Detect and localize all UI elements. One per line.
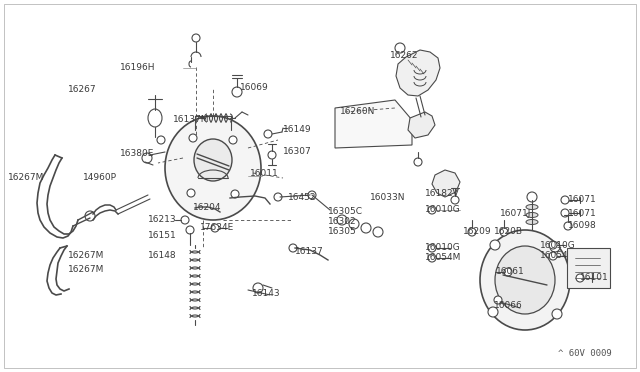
Circle shape	[490, 240, 500, 250]
Circle shape	[504, 268, 512, 276]
Text: 16071: 16071	[568, 196, 596, 205]
Circle shape	[428, 244, 436, 252]
Circle shape	[428, 206, 436, 214]
Text: 16267M: 16267M	[8, 173, 44, 183]
Text: 16305C: 16305C	[328, 208, 363, 217]
Circle shape	[232, 87, 242, 97]
Circle shape	[552, 309, 562, 319]
Text: 16071J: 16071J	[500, 208, 531, 218]
Text: 16267M: 16267M	[68, 250, 104, 260]
Text: 16137M: 16137M	[173, 115, 209, 125]
Circle shape	[414, 158, 422, 166]
Ellipse shape	[148, 109, 162, 127]
Text: 16204: 16204	[193, 203, 221, 212]
Text: 1620B: 1620B	[494, 228, 523, 237]
Ellipse shape	[165, 116, 261, 220]
Circle shape	[494, 296, 502, 304]
Text: 16098: 16098	[568, 221, 596, 231]
Text: 16209: 16209	[463, 228, 492, 237]
Text: 16151: 16151	[148, 231, 177, 240]
Circle shape	[187, 189, 195, 197]
Circle shape	[468, 228, 476, 236]
Text: 16061: 16061	[496, 267, 525, 276]
Polygon shape	[432, 170, 460, 197]
Text: 16213: 16213	[148, 215, 177, 224]
Text: 16010G: 16010G	[540, 241, 576, 250]
Text: 16262: 16262	[390, 51, 419, 60]
Text: 16267M: 16267M	[68, 266, 104, 275]
Text: 16260N: 16260N	[340, 108, 376, 116]
Text: 16149: 16149	[283, 125, 312, 135]
Text: 16054M: 16054M	[425, 253, 461, 263]
Circle shape	[349, 219, 359, 229]
Circle shape	[289, 244, 297, 252]
Text: 16010G: 16010G	[425, 205, 461, 215]
Text: 16267: 16267	[68, 86, 97, 94]
Circle shape	[157, 136, 165, 144]
Text: 16380E: 16380E	[120, 148, 154, 157]
Text: 16071: 16071	[568, 208, 596, 218]
Circle shape	[395, 43, 405, 53]
Ellipse shape	[480, 230, 570, 330]
Circle shape	[576, 274, 584, 282]
Circle shape	[561, 209, 569, 217]
Circle shape	[549, 241, 557, 249]
Circle shape	[268, 151, 276, 159]
Circle shape	[192, 34, 200, 42]
Text: 16307: 16307	[283, 148, 312, 157]
Circle shape	[211, 224, 219, 232]
Text: 16066: 16066	[494, 301, 523, 310]
Circle shape	[264, 130, 272, 138]
Circle shape	[85, 211, 95, 221]
Polygon shape	[335, 100, 412, 148]
Polygon shape	[567, 248, 610, 288]
Text: 16182V: 16182V	[425, 189, 460, 198]
Circle shape	[142, 153, 152, 163]
Text: 16101: 16101	[580, 273, 609, 282]
Ellipse shape	[526, 219, 538, 224]
Circle shape	[373, 227, 383, 237]
Circle shape	[189, 134, 197, 142]
Circle shape	[308, 191, 316, 199]
Circle shape	[550, 242, 560, 252]
Polygon shape	[396, 50, 440, 96]
Circle shape	[231, 190, 239, 198]
Circle shape	[229, 136, 237, 144]
Circle shape	[500, 228, 508, 236]
Text: 16143: 16143	[252, 289, 280, 298]
Circle shape	[451, 196, 459, 204]
Text: 16010G: 16010G	[425, 244, 461, 253]
Text: ^ 60V 0009: ^ 60V 0009	[558, 350, 612, 359]
Ellipse shape	[526, 205, 538, 209]
Circle shape	[186, 226, 194, 234]
Circle shape	[274, 193, 282, 201]
Ellipse shape	[194, 139, 232, 181]
Circle shape	[428, 254, 436, 262]
Text: 16054: 16054	[540, 251, 568, 260]
Circle shape	[564, 222, 572, 230]
Text: 16011: 16011	[250, 170, 279, 179]
Circle shape	[488, 307, 498, 317]
Circle shape	[527, 192, 537, 202]
Circle shape	[361, 223, 371, 233]
Ellipse shape	[495, 246, 555, 314]
Circle shape	[561, 196, 569, 204]
Text: 16033N: 16033N	[370, 193, 406, 202]
Text: 16302: 16302	[328, 218, 356, 227]
Text: 16069: 16069	[240, 83, 269, 93]
Text: 14960P: 14960P	[83, 173, 117, 183]
Text: 17634E: 17634E	[200, 224, 234, 232]
Polygon shape	[408, 112, 435, 138]
Circle shape	[549, 252, 557, 260]
Text: 16196H: 16196H	[120, 64, 156, 73]
Text: 16148: 16148	[148, 250, 177, 260]
Circle shape	[337, 215, 347, 225]
Ellipse shape	[526, 212, 538, 218]
Text: 16137: 16137	[295, 247, 324, 257]
Circle shape	[253, 283, 263, 293]
Text: 16305: 16305	[328, 228, 356, 237]
Text: 16452: 16452	[288, 193, 317, 202]
Circle shape	[181, 216, 189, 224]
